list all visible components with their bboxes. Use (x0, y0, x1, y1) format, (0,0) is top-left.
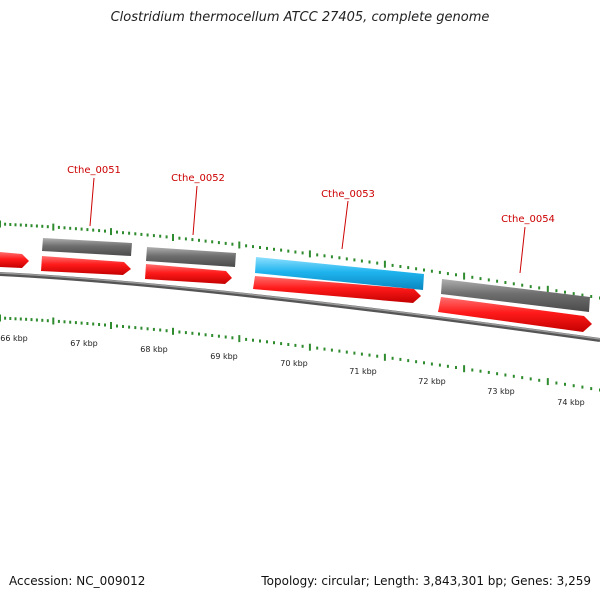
gene-label-cthe-0052[interactable]: Cthe_0052 (171, 173, 225, 184)
gene-cthe-0053-bar[interactable] (255, 257, 424, 290)
gene-label-cthe-0051[interactable]: Cthe_0051 (67, 165, 121, 176)
cds-forward-arrow[interactable] (438, 297, 592, 332)
scale-label: 71 kbp (349, 367, 377, 376)
scale-label: 69 kbp (210, 352, 238, 361)
gene-label-cthe-0053[interactable]: Cthe_0053 (321, 189, 375, 200)
genome-backbone (0, 272, 600, 342)
scale-label: 68 kbp (140, 345, 168, 354)
gene-label-leader (89, 177, 95, 227)
cds-forward-arrow[interactable] (0, 252, 29, 268)
gene-label-leader (519, 226, 526, 274)
scale-label: 67 kbp (70, 339, 98, 348)
genome-summary-text: Topology: circular; Length: 3,843,301 bp… (261, 574, 591, 588)
cds-forward-arrow[interactable] (41, 256, 131, 275)
upper-tick-row (0, 220, 600, 300)
scale-label: 70 kbp (280, 359, 308, 368)
cds-forward-arrow[interactable] (253, 276, 421, 303)
gene-label-leader (192, 185, 198, 236)
scale-label: 66 kbp (0, 334, 28, 343)
accession-text: Accession: NC_009012 (9, 574, 146, 588)
gene-cthe-0051-bar[interactable] (42, 238, 132, 256)
map-title: Clostridium thermocellum ATCC 27405, com… (110, 10, 490, 25)
cds-forward-arrow[interactable] (145, 264, 232, 284)
gene-label-leader (341, 200, 349, 250)
gene-cthe-0052-bar[interactable] (146, 247, 236, 267)
gene-cthe-0054-bar[interactable] (441, 279, 590, 312)
scale-label: 74 kbp (557, 398, 585, 407)
lower-tick-row (0, 314, 600, 392)
scale-label: 73 kbp (487, 387, 515, 396)
scale-label: 72 kbp (418, 377, 446, 386)
gene-label-cthe-0054[interactable]: Cthe_0054 (501, 214, 555, 225)
